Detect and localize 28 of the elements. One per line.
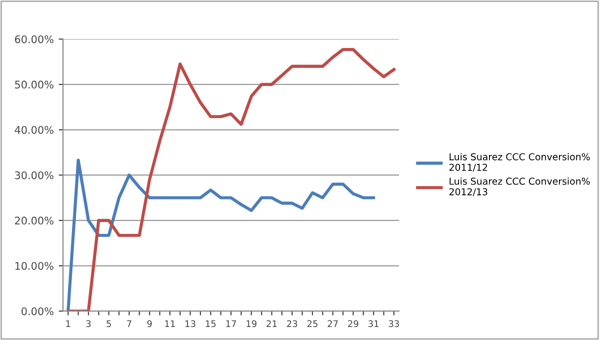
x-tick-label: 3 xyxy=(86,320,91,328)
x-tick-label: 27 xyxy=(328,320,338,327)
line-series xyxy=(66,48,396,312)
y-tick-label: 30.00% xyxy=(15,171,54,180)
x-tick-label: 29 xyxy=(348,320,358,328)
x-tick-label: 1 xyxy=(66,320,70,327)
x-tick-label: 21 xyxy=(266,320,277,327)
y-tick-label: 40.00% xyxy=(14,126,54,134)
legend-label: Luis Suarez CCC Conversion% 2012/13 xyxy=(449,177,590,196)
x-tick-label: 15 xyxy=(206,320,216,328)
y-tick-label: 60.00% xyxy=(14,35,54,44)
x-tick-label: 13 xyxy=(186,320,196,328)
x-tick-label: 19 xyxy=(246,320,256,328)
x-tick-label: 17 xyxy=(226,320,236,327)
x-tick-label: 31 xyxy=(368,320,378,328)
x-tick-label: 25 xyxy=(307,320,318,328)
x-tick-label: 7 xyxy=(127,320,132,327)
x-tick-label: 9 xyxy=(147,320,152,328)
y-tick-label: 20.00% xyxy=(15,216,54,225)
x-tick-label: 5 xyxy=(106,320,111,328)
y-tick-label: 50.00% xyxy=(15,80,54,89)
x-tick-label: 33 xyxy=(388,320,399,328)
y-tick-label: 10.00% xyxy=(15,262,54,270)
line-series xyxy=(66,158,376,312)
y-tick-label: 0.00% xyxy=(22,307,54,316)
x-tick-label: 23 xyxy=(287,320,298,328)
x-tick-label: 11 xyxy=(165,320,175,327)
legend-label: Luis Suarez CCC Conversion% 2011/12 xyxy=(449,153,590,172)
